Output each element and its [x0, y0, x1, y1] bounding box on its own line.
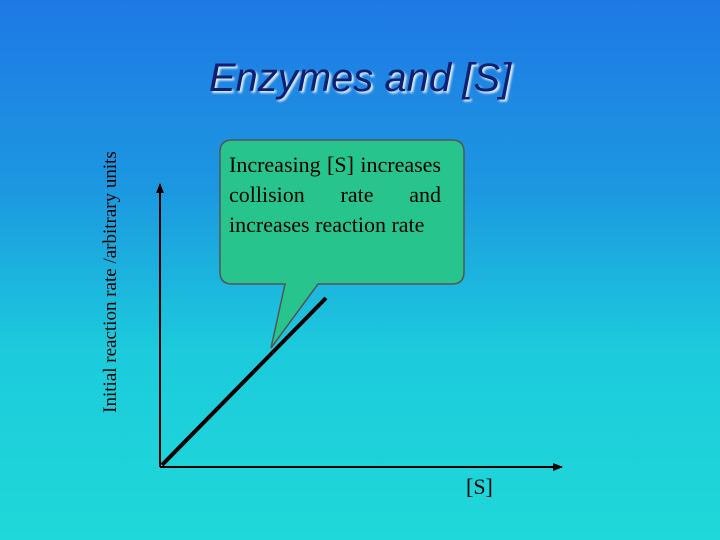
x-axis-label: [S]: [466, 474, 493, 499]
callout-bubble: [219, 139, 465, 349]
callout-text: Increasing [S] increases collision rate …: [229, 152, 441, 237]
rate-line: [160, 296, 328, 467]
slide-title: Enzymes and [S]: [208, 56, 512, 100]
